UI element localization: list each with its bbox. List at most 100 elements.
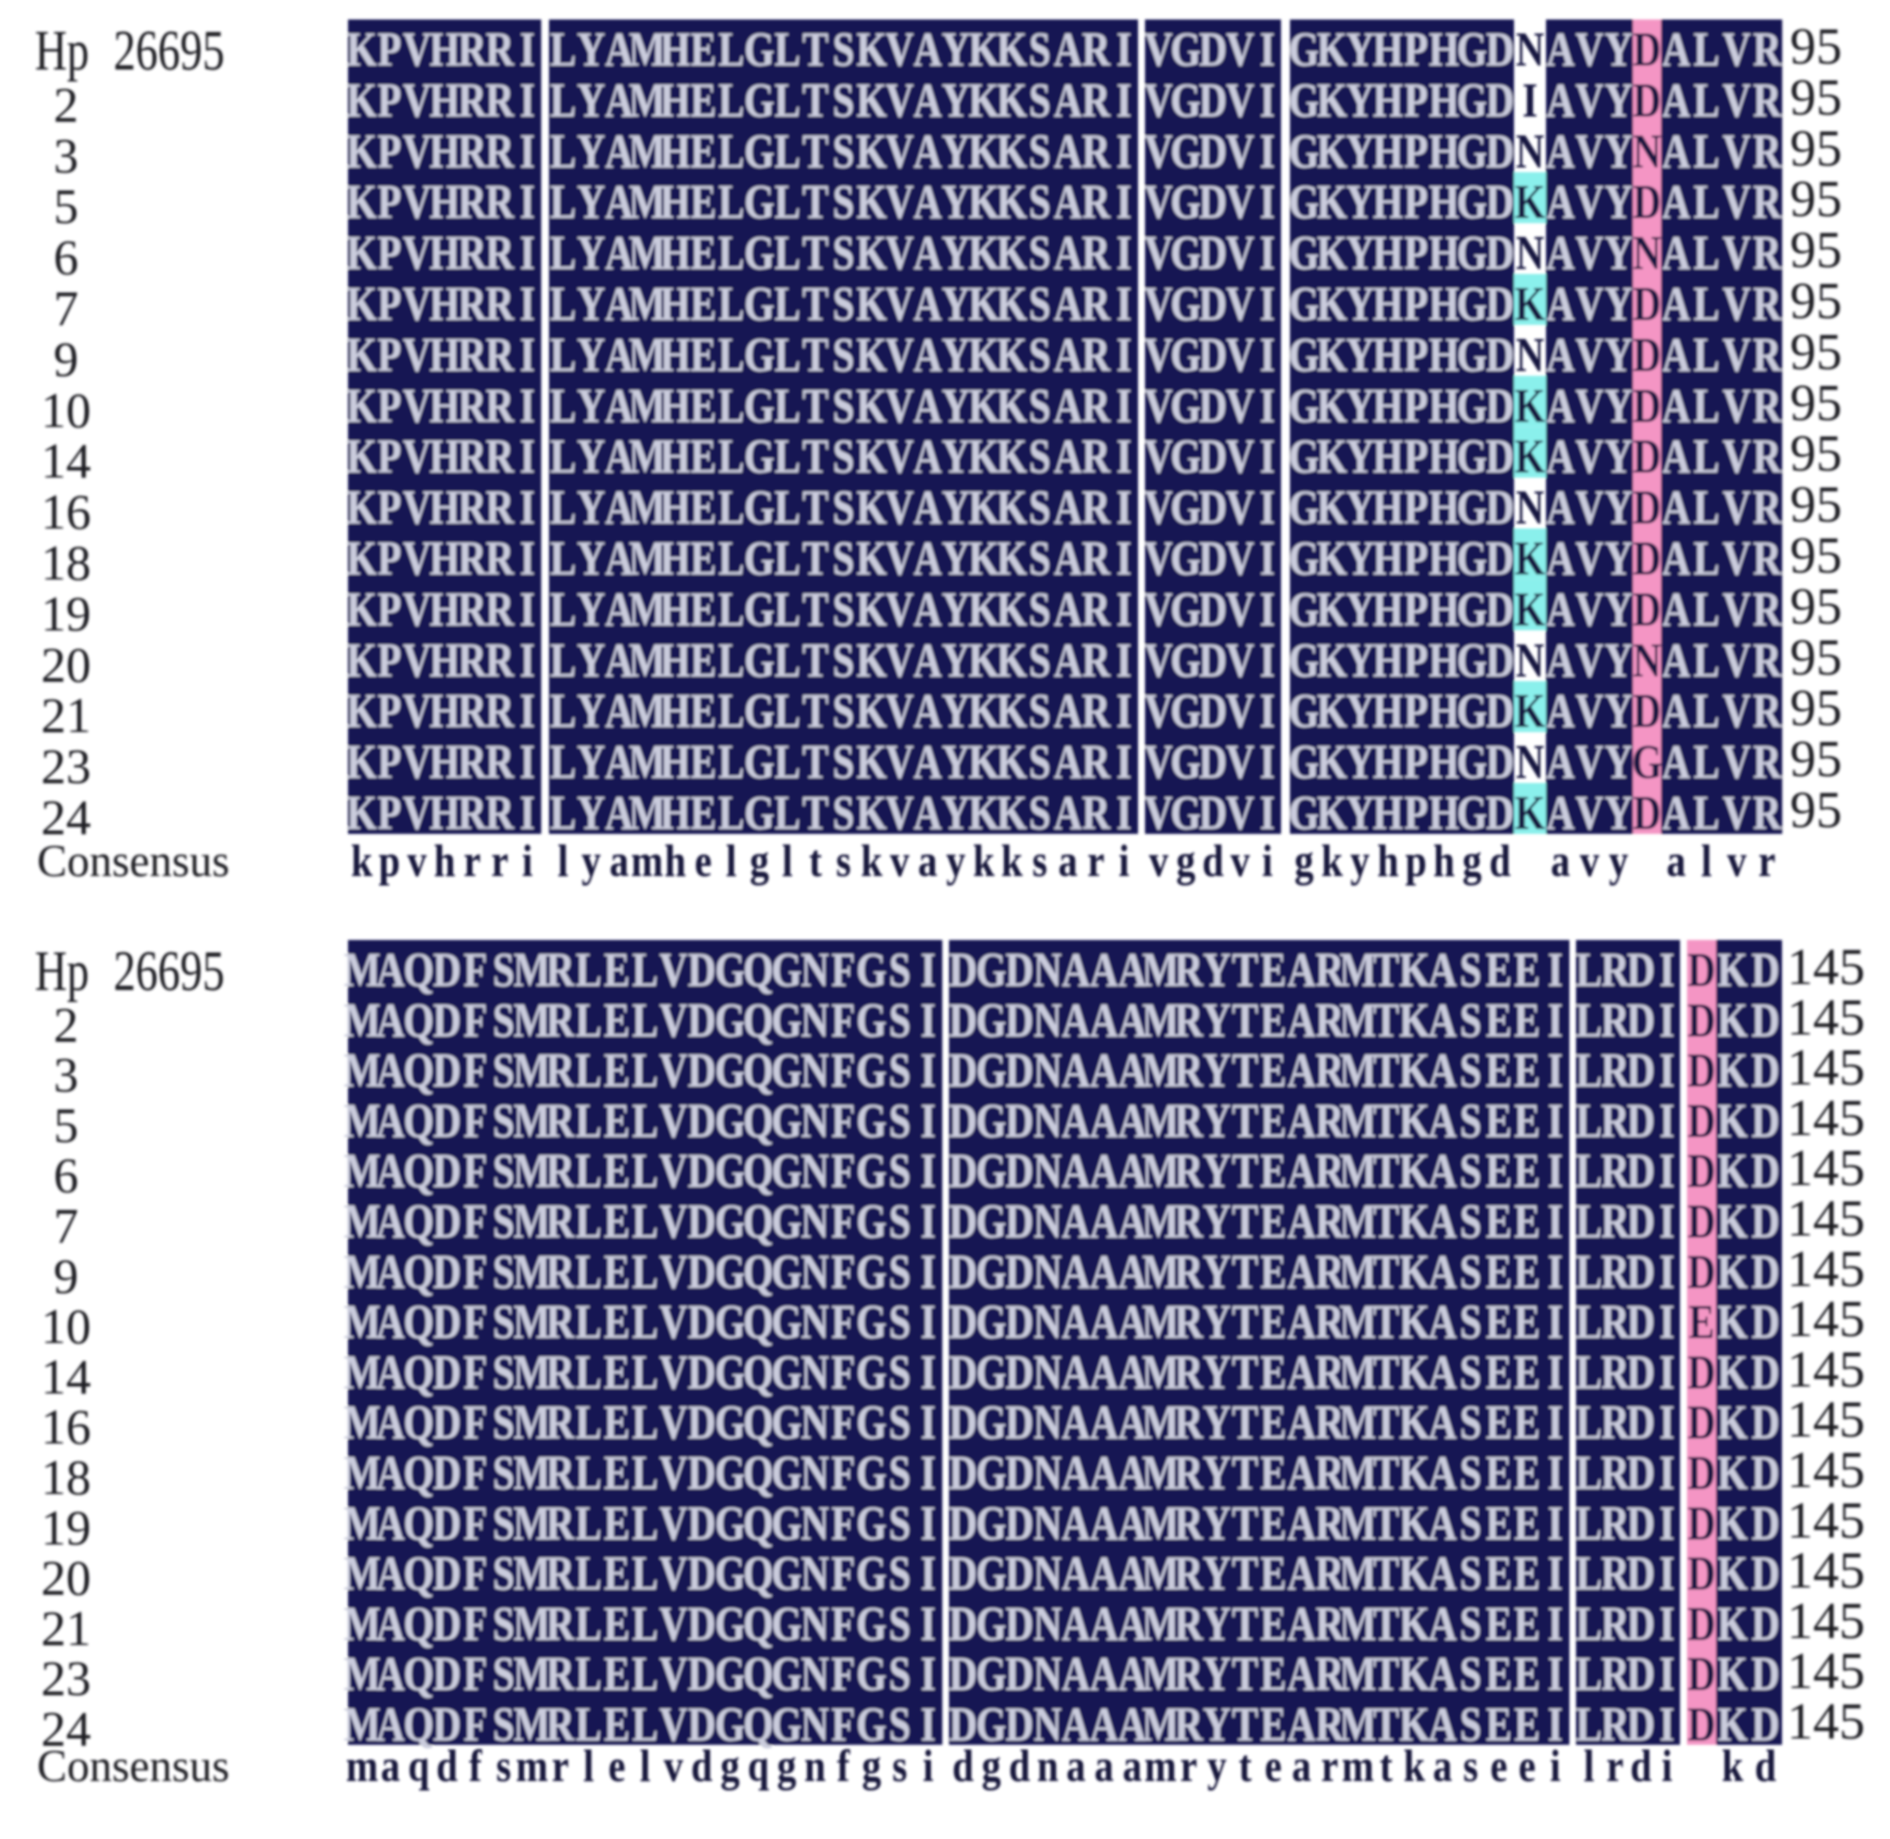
svg-text:95: 95 [1790, 426, 1842, 483]
svg-text:D: D [1687, 1143, 1715, 1198]
svg-text:95: 95 [1790, 120, 1842, 177]
svg-text:2: 2 [54, 76, 79, 132]
svg-text:KPVHRRILYAMHELGLTSKVAYKKSARIVG: KPVHRRILYAMHELGLTSKVAYKKSARIVGDVIGKYHPHG… [347, 429, 1783, 484]
svg-text:D: D [1687, 992, 1715, 1047]
svg-text:24: 24 [41, 1701, 91, 1757]
svg-text:Hp: Hp [35, 940, 89, 1004]
svg-text:6: 6 [54, 229, 79, 285]
svg-text:145: 145 [1787, 1090, 1865, 1147]
svg-text:D: D [1687, 1093, 1715, 1148]
svg-text:D: D [1687, 1193, 1715, 1248]
svg-text:Consensus: Consensus [37, 836, 230, 886]
svg-text:9: 9 [54, 1248, 79, 1304]
svg-text:D: D [1687, 1646, 1715, 1701]
svg-text:18: 18 [41, 535, 91, 591]
svg-text:145: 145 [1787, 989, 1865, 1046]
svg-text:95: 95 [1790, 273, 1842, 330]
svg-text:95: 95 [1790, 578, 1842, 635]
svg-text:14: 14 [41, 1348, 91, 1404]
svg-text:D: D [1687, 1495, 1715, 1550]
svg-text:95: 95 [1790, 324, 1842, 381]
svg-text:KPVHRRILYAMHELGLTSKVAYKKSARIVG: KPVHRRILYAMHELGLTSKVAYKKSARIVGDVIGKYHPHG… [347, 581, 1783, 636]
svg-text:14: 14 [41, 433, 91, 489]
svg-text:3: 3 [54, 127, 79, 183]
svg-text:145: 145 [1787, 1191, 1865, 1248]
svg-text:9: 9 [54, 331, 79, 387]
svg-text:95: 95 [1790, 680, 1842, 737]
svg-text:145: 145 [1787, 1643, 1865, 1700]
svg-text:KPVHRRILYAMHELGLTSKVAYKKSARIVG: KPVHRRILYAMHELGLTSKVAYKKSARIVGDVIGKYHPHG… [347, 378, 1783, 433]
svg-text:KPVHRRILYAMHELGLTSKVAYKKSARIVG: KPVHRRILYAMHELGLTSKVAYKKSARIVGDVIGKYHPHG… [347, 276, 1783, 331]
svg-text:95: 95 [1790, 477, 1842, 534]
svg-text:26695: 26695 [113, 940, 224, 1004]
svg-text:D: D [1687, 1395, 1715, 1450]
svg-text:145: 145 [1787, 1040, 1865, 1097]
svg-text:145: 145 [1787, 1241, 1865, 1298]
svg-text:95: 95 [1790, 222, 1842, 279]
svg-text:D: D [1687, 1445, 1715, 1500]
svg-text:KPVHRRILYAMHELGLTSKVAYKKSARIVG: KPVHRRILYAMHELGLTSKVAYKKSARIVGDVIGKYHPHG… [347, 479, 1783, 534]
svg-text:20: 20 [41, 1550, 91, 1606]
svg-text:6: 6 [54, 1147, 79, 1203]
svg-text:24: 24 [41, 789, 91, 845]
svg-text:95: 95 [1790, 731, 1842, 788]
svg-text:21: 21 [41, 687, 91, 743]
svg-text:KPVHRRILYAMHELGLTSKVAYKKSARIVG: KPVHRRILYAMHELGLTSKVAYKKSARIVGDVIGKYHPHG… [347, 21, 1783, 76]
svg-text:18: 18 [41, 1449, 91, 1505]
svg-text:D: D [1687, 1344, 1715, 1399]
svg-text:KPVHRRILYAMHELGLTSKVAYKKSARIVG: KPVHRRILYAMHELGLTSKVAYKKSARIVGDVIGKYHPHG… [347, 123, 1783, 178]
svg-text:95: 95 [1790, 782, 1842, 839]
svg-text:26695: 26695 [113, 19, 224, 83]
svg-text:10: 10 [41, 382, 91, 438]
svg-text:7: 7 [54, 1198, 79, 1254]
svg-text:95: 95 [1790, 629, 1842, 686]
svg-text:D: D [1687, 942, 1715, 997]
svg-text:KPVHRRILYAMHELGLTSKVAYKKSARIVG: KPVHRRILYAMHELGLTSKVAYKKSARIVGDVIGKYHPHG… [347, 174, 1783, 229]
svg-text:20: 20 [41, 636, 91, 692]
svg-text:95: 95 [1790, 69, 1842, 126]
svg-text:16: 16 [41, 1399, 91, 1455]
svg-text:kpvhrrilyamhelgltskvaykksarivg: kpvhrrilyamhelgltskvaykksarivgdvigkyhphg… [351, 836, 1776, 887]
svg-text:145: 145 [1787, 1593, 1865, 1650]
svg-text:D: D [1687, 1244, 1715, 1299]
svg-text:KPVHRRILYAMHELGLTSKVAYKKSARIVG: KPVHRRILYAMHELGLTSKVAYKKSARIVGDVIGKYHPHG… [347, 734, 1783, 789]
svg-text:16: 16 [41, 484, 91, 540]
svg-text:145: 145 [1787, 1341, 1865, 1398]
svg-text:145: 145 [1787, 1442, 1865, 1499]
svg-text:5: 5 [54, 1097, 79, 1153]
svg-text:145: 145 [1787, 1392, 1865, 1449]
svg-text:Consensus: Consensus [37, 1741, 230, 1791]
svg-text:19: 19 [41, 585, 91, 641]
svg-text:5: 5 [54, 178, 79, 234]
svg-text:95: 95 [1790, 528, 1842, 585]
svg-text:145: 145 [1787, 1694, 1865, 1751]
svg-text:145: 145 [1787, 1543, 1865, 1600]
svg-text:95: 95 [1790, 171, 1842, 228]
svg-text:KPVHRRILYAMHELGLTSKVAYKKSARIVG: KPVHRRILYAMHELGLTSKVAYKKSARIVGDVIGKYHPHG… [347, 530, 1783, 585]
svg-text:145: 145 [1787, 939, 1865, 996]
svg-text:19: 19 [41, 1499, 91, 1555]
svg-text:D: D [1687, 1545, 1715, 1600]
svg-text:95: 95 [1790, 19, 1842, 76]
svg-text:145: 145 [1787, 1140, 1865, 1197]
svg-text:10: 10 [41, 1298, 91, 1354]
svg-text:7: 7 [54, 280, 79, 336]
svg-text:KPVHRRILYAMHELGLTSKVAYKKSARIVG: KPVHRRILYAMHELGLTSKVAYKKSARIVGDVIGKYHPHG… [347, 632, 1783, 687]
svg-text:D: D [1687, 1042, 1715, 1097]
svg-text:145: 145 [1787, 1492, 1865, 1549]
svg-text:145: 145 [1787, 1291, 1865, 1348]
svg-text:Hp: Hp [35, 19, 89, 83]
svg-text:95: 95 [1790, 375, 1842, 432]
svg-text:2: 2 [54, 996, 79, 1052]
svg-text:21: 21 [41, 1600, 91, 1656]
svg-text:KPVHRRILYAMHELGLTSKVAYKKSARIVG: KPVHRRILYAMHELGLTSKVAYKKSARIVGDVIGKYHPHG… [347, 327, 1783, 382]
svg-text:KPVHRRILYAMHELGLTSKVAYKKSARIVG: KPVHRRILYAMHELGLTSKVAYKKSARIVGDVIGKYHPHG… [347, 225, 1783, 280]
svg-text:KPVHRRILYAMHELGLTSKVAYKKSARIVG: KPVHRRILYAMHELGLTSKVAYKKSARIVGDVIGKYHPHG… [347, 72, 1783, 127]
svg-text:23: 23 [41, 738, 91, 794]
svg-text:3: 3 [54, 1047, 79, 1103]
svg-text:KPVHRRILYAMHELGLTSKVAYKKSARIVG: KPVHRRILYAMHELGLTSKVAYKKSARIVGDVIGKYHPHG… [347, 683, 1783, 738]
svg-text:D: D [1687, 1696, 1715, 1751]
svg-text:KPVHRRILYAMHELGLTSKVAYKKSARIVG: KPVHRRILYAMHELGLTSKVAYKKSARIVGDVIGKYHPHG… [347, 785, 1783, 840]
svg-text:23: 23 [41, 1650, 91, 1706]
svg-text:E: E [1688, 1294, 1714, 1349]
